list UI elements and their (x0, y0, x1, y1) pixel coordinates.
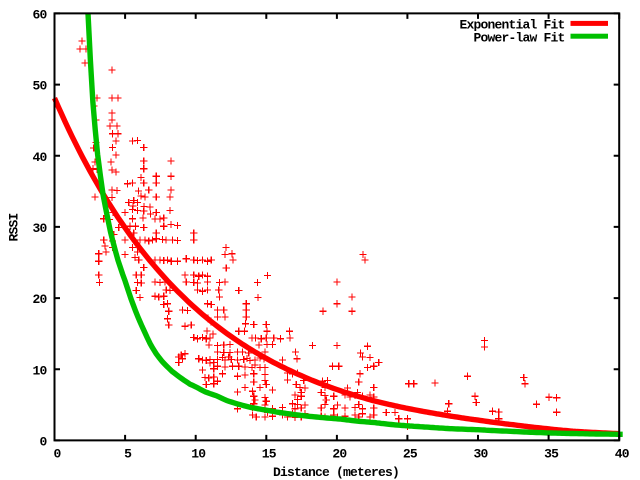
svg-text:40: 40 (615, 447, 630, 462)
svg-text:30: 30 (473, 447, 488, 462)
svg-text:60: 60 (32, 8, 47, 23)
svg-text:10: 10 (191, 447, 206, 462)
svg-text:0: 0 (39, 435, 47, 450)
svg-text:15: 15 (262, 447, 277, 462)
svg-text:RSSI: RSSI (6, 213, 21, 241)
svg-text:30: 30 (32, 221, 47, 236)
svg-text:25: 25 (403, 447, 418, 462)
svg-text:20: 20 (332, 447, 347, 462)
svg-text:5: 5 (124, 447, 132, 462)
svg-text:40: 40 (32, 150, 47, 165)
svg-text:10: 10 (32, 363, 47, 378)
svg-text:50: 50 (32, 79, 47, 94)
svg-text:Exponential Fit: Exponential Fit (459, 17, 564, 32)
svg-text:0: 0 (53, 447, 61, 462)
svg-text:20: 20 (32, 292, 47, 307)
svg-text:Power-law Fit: Power-law Fit (473, 31, 564, 46)
svg-text:35: 35 (544, 447, 559, 462)
svg-text:Distance (meteres): Distance (meteres) (273, 465, 399, 480)
